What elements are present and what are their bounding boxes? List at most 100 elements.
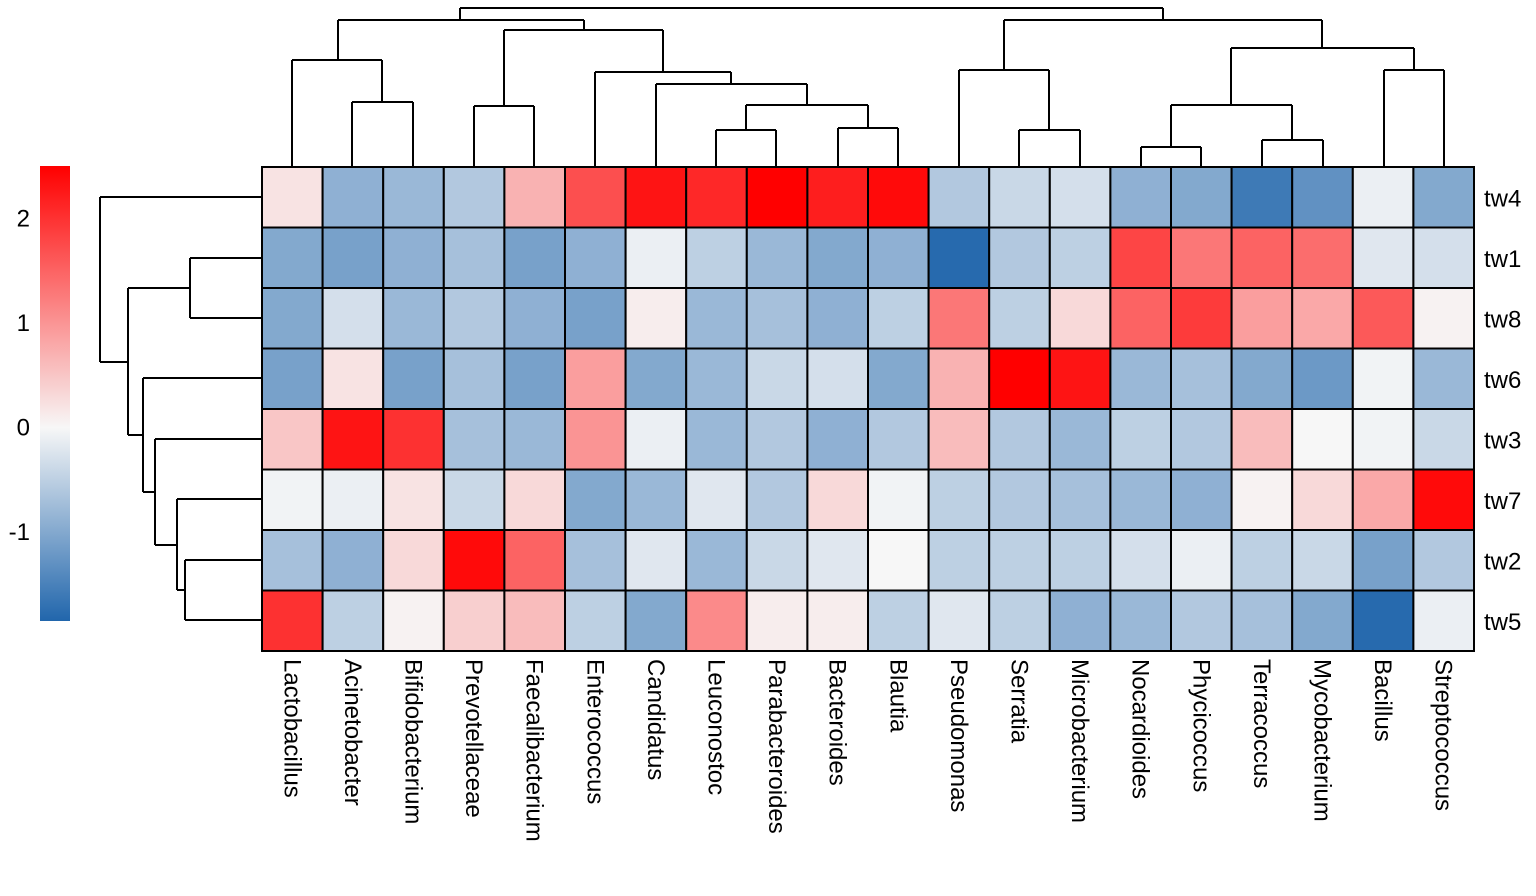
heatmap-cell — [927, 408, 991, 471]
heatmap-cell — [685, 529, 748, 592]
heatmap-cell — [685, 226, 748, 289]
heatmap-cell — [1291, 468, 1354, 531]
column-dendrogram-branch — [473, 105, 535, 167]
heatmap-cell — [1291, 589, 1354, 652]
heatmap-cell — [564, 166, 627, 229]
heatmap-cell — [321, 529, 385, 592]
row-dendrogram-branch — [154, 438, 262, 546]
column-dendrogram-branch — [745, 104, 869, 130]
row-label: tw8 — [1484, 306, 1521, 333]
heatmap-cell — [1412, 529, 1476, 592]
row-dendrogram-branch — [127, 287, 190, 436]
row-labels: tw4 tw1 tw8 tw6 tw3 tw7 tw2 tw5 — [1484, 185, 1521, 636]
heatmap-cell — [1230, 287, 1294, 350]
column-dendrogram-branch — [958, 69, 1050, 167]
heatmap-cells — [261, 166, 1476, 652]
heatmap-cell — [1170, 589, 1233, 652]
heatmap-cell — [685, 347, 748, 410]
heatmap-cell — [503, 287, 566, 350]
heatmap-cell — [382, 529, 445, 592]
column-dendrogram-branch — [1383, 69, 1445, 167]
heatmap-cell — [867, 408, 930, 471]
heatmap-cell — [988, 287, 1051, 350]
heatmap-cell — [261, 529, 324, 592]
column-dendrogram-branch — [351, 101, 414, 167]
column-label: Nocardioides — [1127, 659, 1154, 799]
heatmap-cell — [442, 468, 506, 531]
heatmap-cell — [321, 166, 385, 229]
heatmap-cell — [1109, 287, 1173, 350]
heatmap-cell — [1291, 166, 1354, 229]
column-dendrogram-branch — [837, 127, 899, 167]
heatmap-cell — [1109, 408, 1173, 471]
heatmap-cell — [503, 347, 566, 410]
color-scale-bar — [40, 166, 70, 621]
heatmap-cell — [745, 226, 809, 289]
column-label: Acinetobacter — [339, 659, 366, 806]
heatmap-cell — [745, 408, 809, 471]
column-dendrogram — [291, 7, 1445, 167]
heatmap-cell — [261, 589, 324, 652]
heatmap-cell — [382, 589, 445, 652]
column-dendrogram-branch — [1003, 19, 1323, 70]
heatmap-cell — [867, 347, 930, 410]
heatmap-cell — [442, 226, 506, 289]
column-dendrogram-branch — [1261, 139, 1324, 167]
heatmap-cell — [685, 287, 748, 350]
heatmap-cell — [503, 166, 566, 229]
heatmap-cell — [1170, 226, 1233, 289]
column-label: Faecalibacterium — [521, 659, 548, 842]
heatmap-cell — [261, 468, 324, 531]
heatmap-cell — [1230, 468, 1294, 531]
heatmap-cell — [1412, 408, 1476, 471]
row-label: tw7 — [1484, 488, 1521, 515]
heatmap-cell — [564, 226, 627, 289]
heatmap-cell — [564, 468, 627, 531]
heatmap-cell — [1412, 347, 1476, 410]
legend-tick-label: 2 — [17, 205, 30, 232]
heatmap-cell — [321, 347, 385, 410]
heatmap-cell — [867, 589, 930, 652]
heatmap-cell — [685, 468, 748, 531]
heatmap-cell — [382, 347, 445, 410]
heatmap-cell — [261, 226, 324, 289]
heatmap-cell — [1109, 347, 1173, 410]
heatmap-cell — [685, 589, 748, 652]
row-label: tw4 — [1484, 185, 1521, 212]
heatmap-cell — [321, 468, 385, 531]
heatmap-cell — [1048, 347, 1112, 410]
column-dendrogram-branch — [503, 29, 664, 106]
column-dendrogram-branch — [655, 83, 808, 167]
heatmap-cell — [927, 287, 991, 350]
heatmap-cell — [1170, 408, 1233, 471]
heatmap-cell — [806, 589, 870, 652]
heatmap-cell — [1351, 529, 1415, 592]
heatmap-cell — [321, 408, 385, 471]
heatmap-cell — [382, 287, 445, 350]
heatmap-cell — [1048, 468, 1112, 531]
column-label: Serratia — [1006, 659, 1033, 744]
heatmap-cell — [321, 589, 385, 652]
heatmap-cell — [1170, 287, 1233, 350]
heatmap-cell — [261, 408, 324, 471]
legend-tick-label: 1 — [17, 310, 30, 337]
column-label: Bacillus — [1369, 659, 1396, 742]
heatmap-cell — [1109, 226, 1173, 289]
column-label: Lactobacillus — [278, 659, 305, 798]
heatmap-cell — [564, 589, 627, 652]
heatmap-cell — [261, 287, 324, 350]
heatmap-cell — [685, 166, 748, 229]
heatmap-cell — [1291, 226, 1354, 289]
heatmap-cell — [1291, 408, 1354, 471]
heatmap-cell — [442, 529, 506, 592]
heatmap-cell — [806, 468, 870, 531]
column-labels: Lactobacillus Acinetobacter Bifidobacteriu… — [278, 659, 1456, 842]
heatmap-cell — [503, 408, 566, 471]
heatmap-cell — [1048, 408, 1112, 471]
heatmap-cell — [1351, 166, 1415, 229]
heatmap-cell — [1351, 589, 1415, 652]
heatmap-cell — [624, 347, 688, 410]
heatmap-cell — [1412, 287, 1476, 350]
legend-tick-label: -1 — [9, 519, 30, 546]
column-dendrogram-branch — [459, 7, 1164, 20]
